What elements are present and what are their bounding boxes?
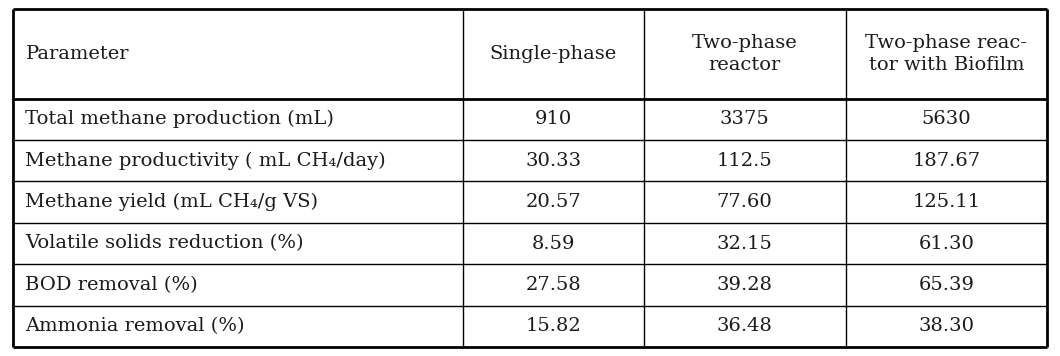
Text: Methane productivity ( mL CH₄/day): Methane productivity ( mL CH₄/day): [25, 152, 386, 170]
Text: BOD removal (%): BOD removal (%): [25, 276, 198, 294]
Text: 15.82: 15.82: [526, 318, 581, 335]
Text: 38.30: 38.30: [918, 318, 974, 335]
Text: 61.30: 61.30: [918, 235, 974, 252]
Text: 39.28: 39.28: [717, 276, 773, 294]
Text: 112.5: 112.5: [717, 152, 773, 170]
Text: 65.39: 65.39: [918, 276, 974, 294]
Text: Total methane production (mL): Total methane production (mL): [25, 110, 334, 129]
Text: Two-phase
reactor: Two-phase reactor: [692, 33, 797, 74]
Text: 910: 910: [534, 110, 572, 128]
Text: Parameter: Parameter: [25, 45, 129, 63]
Text: Methane yield (mL CH₄/g VS): Methane yield (mL CH₄/g VS): [25, 193, 318, 211]
Text: Single-phase: Single-phase: [490, 45, 617, 63]
Text: 3375: 3375: [720, 110, 770, 128]
Text: 5630: 5630: [921, 110, 971, 128]
Text: Two-phase reac-
tor with Biofilm: Two-phase reac- tor with Biofilm: [865, 33, 1027, 74]
Text: 187.67: 187.67: [913, 152, 980, 170]
Text: 8.59: 8.59: [531, 235, 575, 252]
Text: 32.15: 32.15: [717, 235, 773, 252]
Text: Ammonia removal (%): Ammonia removal (%): [25, 318, 245, 335]
Text: 77.60: 77.60: [717, 193, 773, 211]
Text: 36.48: 36.48: [717, 318, 773, 335]
Text: 20.57: 20.57: [526, 193, 581, 211]
Text: 27.58: 27.58: [526, 276, 581, 294]
Text: 30.33: 30.33: [525, 152, 581, 170]
Text: 125.11: 125.11: [913, 193, 980, 211]
Text: Volatile solids reduction (%): Volatile solids reduction (%): [25, 235, 304, 252]
